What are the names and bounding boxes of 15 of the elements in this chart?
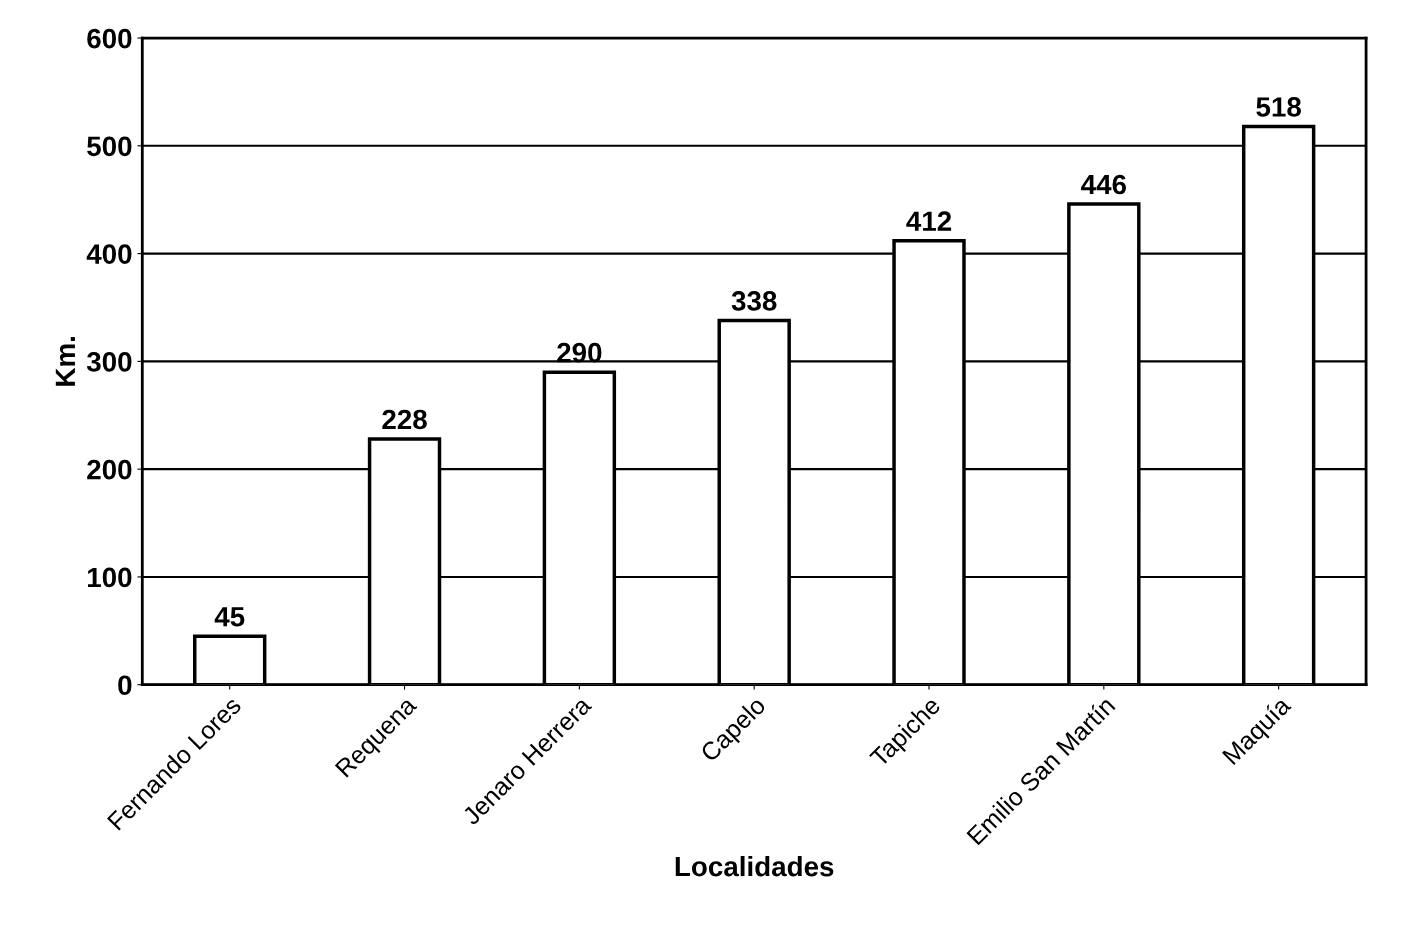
- x-axis-title: Localidades: [675, 855, 834, 877]
- y-tick-label: 200: [87, 459, 132, 480]
- y-tick-label: 100: [87, 567, 132, 588]
- data-label: 518: [1256, 97, 1301, 117]
- data-label: 45: [214, 607, 245, 627]
- data-label: 446: [1081, 174, 1127, 195]
- y-tick-label: 500: [87, 136, 132, 157]
- y-axis-title: Km.: [55, 337, 75, 386]
- y-tick-label: 0: [118, 675, 132, 696]
- data-label: 412: [906, 211, 952, 231]
- data-label: 338: [731, 291, 777, 311]
- y-tick-label: 300: [86, 352, 132, 372]
- y-tick-label: 600: [87, 28, 132, 49]
- data-label: 228: [382, 409, 427, 430]
- y-tick-label: 400: [86, 244, 132, 264]
